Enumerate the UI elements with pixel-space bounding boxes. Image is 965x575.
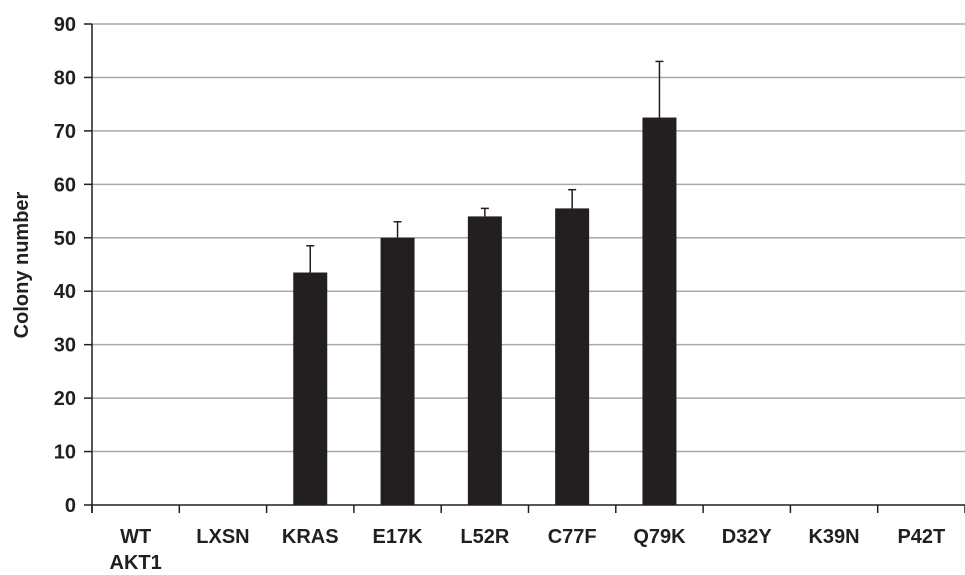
bar [293,272,328,505]
y-tick-label: 60 [54,174,76,196]
x-category-label: AKT1 [110,552,162,574]
x-category-label: LXSN [196,526,249,548]
bar [642,117,677,506]
x-category-label: L52R [460,526,509,548]
x-category-label: D32Y [722,526,773,548]
y-tick-label: 70 [54,121,76,143]
y-tick-label: 90 [54,14,76,36]
y-tick-label: 30 [54,335,76,357]
x-category-label: Q79K [633,526,686,548]
y-axis-title: Colony number [11,191,33,338]
x-category-labels: WT AKT1 LXSN KRAS E17K L52R C77F Q79K D32Y K39N P4… [110,526,946,574]
axes [84,23,965,513]
y-tick-label: 0 [65,495,76,517]
bar [555,208,590,505]
y-tick-label: 80 [54,67,76,89]
x-category-label: C77F [548,526,597,548]
y-tick-label: 10 [54,442,76,464]
x-category-label: P42T [897,526,945,548]
error-bars [306,60,664,273]
bars [293,117,677,506]
bar [380,237,415,505]
gridlines [92,23,965,453]
x-category-label: WT [120,526,151,548]
x-category-label: E17K [373,526,424,548]
bar [467,216,502,505]
y-tick-label: 20 [54,388,76,410]
x-category-label: K39N [808,526,859,548]
x-category-label: KRAS [282,526,339,548]
y-tick-labels: 0 10 20 30 40 50 60 70 80 90 [54,14,76,517]
y-tick-label: 50 [54,228,76,250]
y-tick-label: 40 [54,281,76,303]
